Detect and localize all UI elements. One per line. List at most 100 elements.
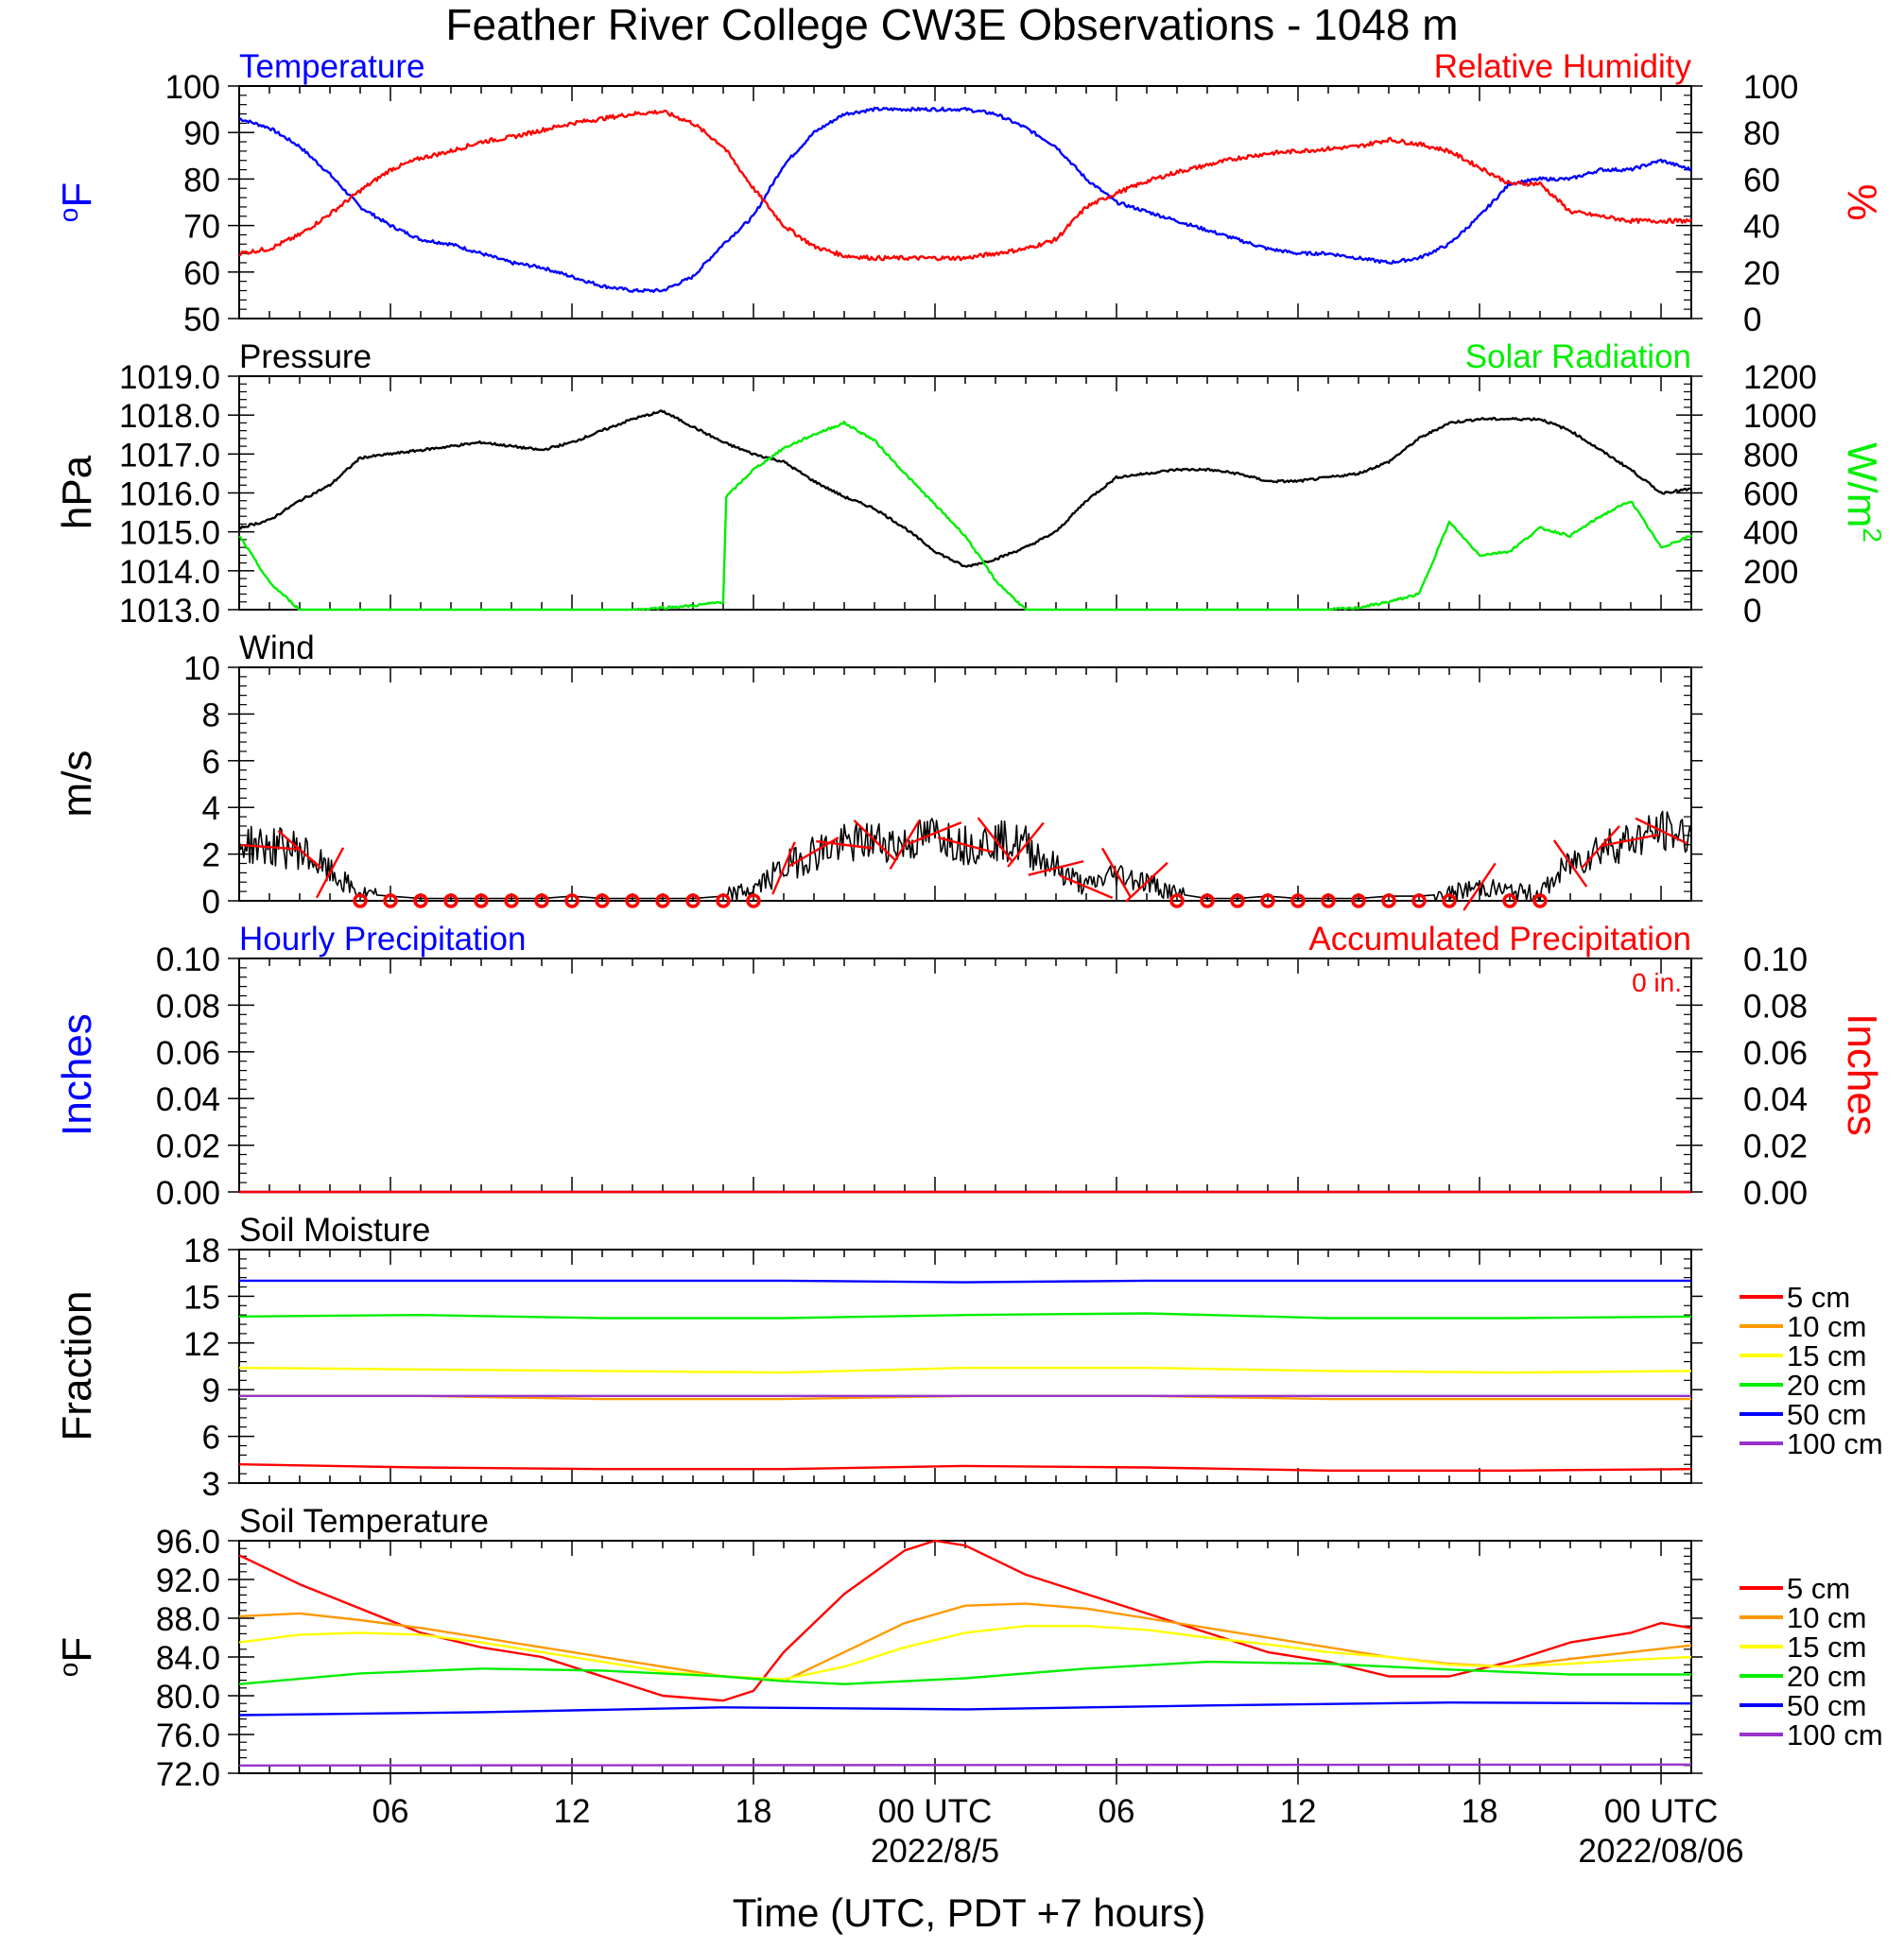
- wind-calm-marker: [1230, 893, 1245, 908]
- y-axis-label: hPa: [54, 455, 100, 529]
- panel-title-left: Soil Moisture: [239, 1212, 430, 1249]
- y-tick-label: 9: [202, 1372, 220, 1409]
- x-tick-label: 00 UTC: [1604, 1793, 1719, 1830]
- wind-calm-marker: [1411, 893, 1427, 908]
- wind-calm-marker: [534, 893, 549, 908]
- y-tick-label: 96.0: [156, 1524, 220, 1561]
- wind-calm-marker: [1260, 893, 1275, 908]
- wind-barb: [1125, 861, 1168, 903]
- wind-calm-marker: [1532, 893, 1548, 908]
- y-tick-label: 1018.0: [119, 398, 220, 435]
- x-tick-label: 18: [1462, 1793, 1498, 1830]
- wind-calm-marker: [353, 893, 368, 908]
- series-line-relative-humidity: [238, 109, 1692, 262]
- wind-calm-marker: [474, 893, 489, 908]
- wind-barb: [908, 821, 962, 845]
- y2-axis-label: W/m2: [1839, 442, 1887, 543]
- y2-axis-label: Inches: [1839, 1013, 1885, 1136]
- wind-calm-marker: [1351, 893, 1366, 908]
- y-tick-label: 0.04: [156, 1081, 220, 1118]
- series-line-pressure: [238, 409, 1692, 568]
- y-tick-label: 6: [202, 1420, 220, 1457]
- series-line-wind: [238, 810, 1692, 902]
- wind-calm-marker: [443, 893, 459, 908]
- wind-barb: [1059, 874, 1114, 900]
- y-tick-label: 6: [202, 744, 220, 781]
- y-tick-label: 60: [183, 255, 220, 292]
- series-line-15-cm: [238, 1624, 1692, 1681]
- panel-precipitation: 0.00 0.02 0.04 0.06 0.08 0.10 0.00 0.02 0.04 0.06…: [54, 921, 1885, 1212]
- wind-barb: [853, 820, 896, 861]
- wind-calm-marker: [1502, 893, 1517, 908]
- y-axis-label: oF: [54, 1637, 100, 1677]
- wind-barb: [1100, 847, 1133, 898]
- y-tick-label: 12: [183, 1326, 220, 1363]
- y-tick-label: 70: [183, 209, 220, 246]
- legend-label: 10 cm: [1787, 1310, 1866, 1343]
- legend-label: 20 cm: [1787, 1369, 1866, 1402]
- wind-calm-marker: [504, 893, 519, 908]
- wind-barb: [889, 820, 921, 871]
- y2-tick-label: 0.06: [1743, 1035, 1808, 1072]
- wind-calm-marker: [685, 893, 701, 908]
- y-tick-label: 0: [202, 884, 220, 921]
- y-tick-label: 10: [183, 650, 220, 687]
- wind-calm-marker: [1442, 893, 1457, 908]
- wind-barb: [277, 830, 322, 870]
- wind-calm-marker: [1169, 893, 1185, 908]
- wind-barb: [1602, 833, 1659, 847]
- series-line-20-cm: [238, 1660, 1691, 1685]
- series-line-50-cm: [239, 1279, 1691, 1284]
- y-axis-label: Fraction: [54, 1291, 100, 1441]
- wind-barb: [1007, 821, 1045, 868]
- wind-calm-marker: [1381, 893, 1396, 908]
- x-date-label: 2022/8/5: [871, 1833, 999, 1870]
- wind-barb: [977, 817, 1014, 864]
- x-tick-label: 12: [1280, 1793, 1317, 1830]
- wind-barb: [1552, 839, 1588, 888]
- x-tick-label: 00 UTC: [878, 1793, 993, 1830]
- wind-barb: [1028, 859, 1084, 876]
- wind-calm-marker: [595, 893, 610, 908]
- wind-barb: [816, 839, 873, 850]
- y2-tick-label: 400: [1743, 515, 1798, 552]
- y2-tick-label: 0.10: [1743, 941, 1808, 978]
- legend-label: 100 cm: [1787, 1427, 1883, 1460]
- wind-calm-marker: [746, 893, 761, 908]
- y-tick-label: 18: [183, 1233, 220, 1269]
- wind-calm-marker: [716, 893, 731, 908]
- wind-barb: [771, 841, 796, 895]
- y-tick-label: 15: [183, 1279, 220, 1316]
- y2-tick-label: 0.00: [1743, 1175, 1808, 1212]
- legend-label: 15 cm: [1787, 1339, 1866, 1372]
- legend-label: 100 cm: [1787, 1718, 1883, 1752]
- wind-barb: [1635, 817, 1688, 845]
- y-tick-label: 0.10: [156, 941, 220, 978]
- y-tick-label: 80: [183, 162, 220, 198]
- y-tick-label: 80.0: [156, 1679, 220, 1716]
- panel-soil-temperature: 72.076.080.084.088.092.096.0 Soil Tempera…: [54, 1503, 1883, 1870]
- wind-calm-marker: [564, 893, 580, 908]
- y2-tick-label: 0: [1743, 593, 1761, 630]
- y-tick-label: 76.0: [156, 1717, 220, 1754]
- y2-tick-label: 20: [1743, 255, 1780, 292]
- wind-calm-marker: [1200, 893, 1215, 908]
- precip-total-annotation: 0 in.: [1632, 968, 1682, 997]
- series-line-50-cm: [238, 1700, 1692, 1717]
- wind-barb: [240, 843, 299, 851]
- legend-label: 20 cm: [1787, 1660, 1866, 1693]
- y2-tick-label: 0: [1743, 302, 1761, 338]
- panel-title-left: Temperature: [239, 48, 424, 85]
- y-tick-label: 0.08: [156, 988, 220, 1025]
- series-line-solar-radiation: [238, 421, 1692, 612]
- wind-calm-marker: [655, 893, 670, 908]
- y-tick-label: 4: [202, 790, 220, 827]
- x-date-label: 2022/08/06: [1578, 1833, 1743, 1870]
- wind-barb: [1581, 825, 1620, 870]
- y2-tick-label: 800: [1743, 437, 1798, 474]
- legend-label: 10 cm: [1787, 1601, 1866, 1634]
- panel-title-right: Accumulated Precipitation: [1308, 921, 1691, 958]
- legend-label: 15 cm: [1787, 1631, 1866, 1664]
